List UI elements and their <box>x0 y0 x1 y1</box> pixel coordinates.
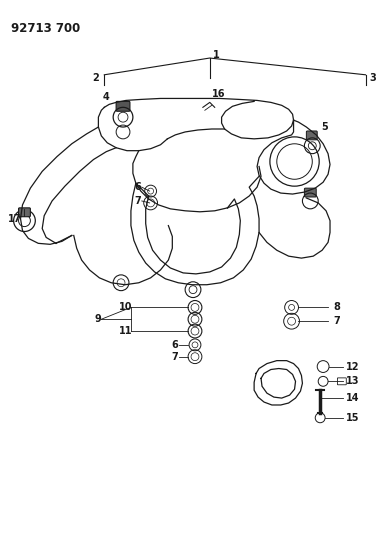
Text: 9: 9 <box>95 314 101 324</box>
FancyBboxPatch shape <box>19 208 30 217</box>
Text: 13: 13 <box>346 376 359 386</box>
Text: 1: 1 <box>213 50 220 60</box>
Text: 10: 10 <box>119 302 133 312</box>
Text: 2: 2 <box>93 72 99 83</box>
Text: 6: 6 <box>134 182 141 192</box>
FancyBboxPatch shape <box>116 101 130 111</box>
Text: 14: 14 <box>346 393 359 403</box>
Text: 17: 17 <box>8 214 21 224</box>
Text: 6: 6 <box>171 340 178 350</box>
Text: 16: 16 <box>212 90 225 100</box>
FancyBboxPatch shape <box>307 131 317 140</box>
Text: 5: 5 <box>321 122 328 132</box>
Text: 3: 3 <box>369 72 376 83</box>
Text: 92713 700: 92713 700 <box>10 21 80 35</box>
Text: 4: 4 <box>102 92 109 102</box>
FancyBboxPatch shape <box>305 188 316 197</box>
Text: 15: 15 <box>346 413 359 423</box>
Text: 12: 12 <box>346 361 359 372</box>
Text: 11: 11 <box>119 326 133 336</box>
Text: 7: 7 <box>171 352 178 362</box>
Text: 7: 7 <box>333 316 340 326</box>
Text: 8: 8 <box>333 302 340 312</box>
Text: 7: 7 <box>134 196 141 206</box>
